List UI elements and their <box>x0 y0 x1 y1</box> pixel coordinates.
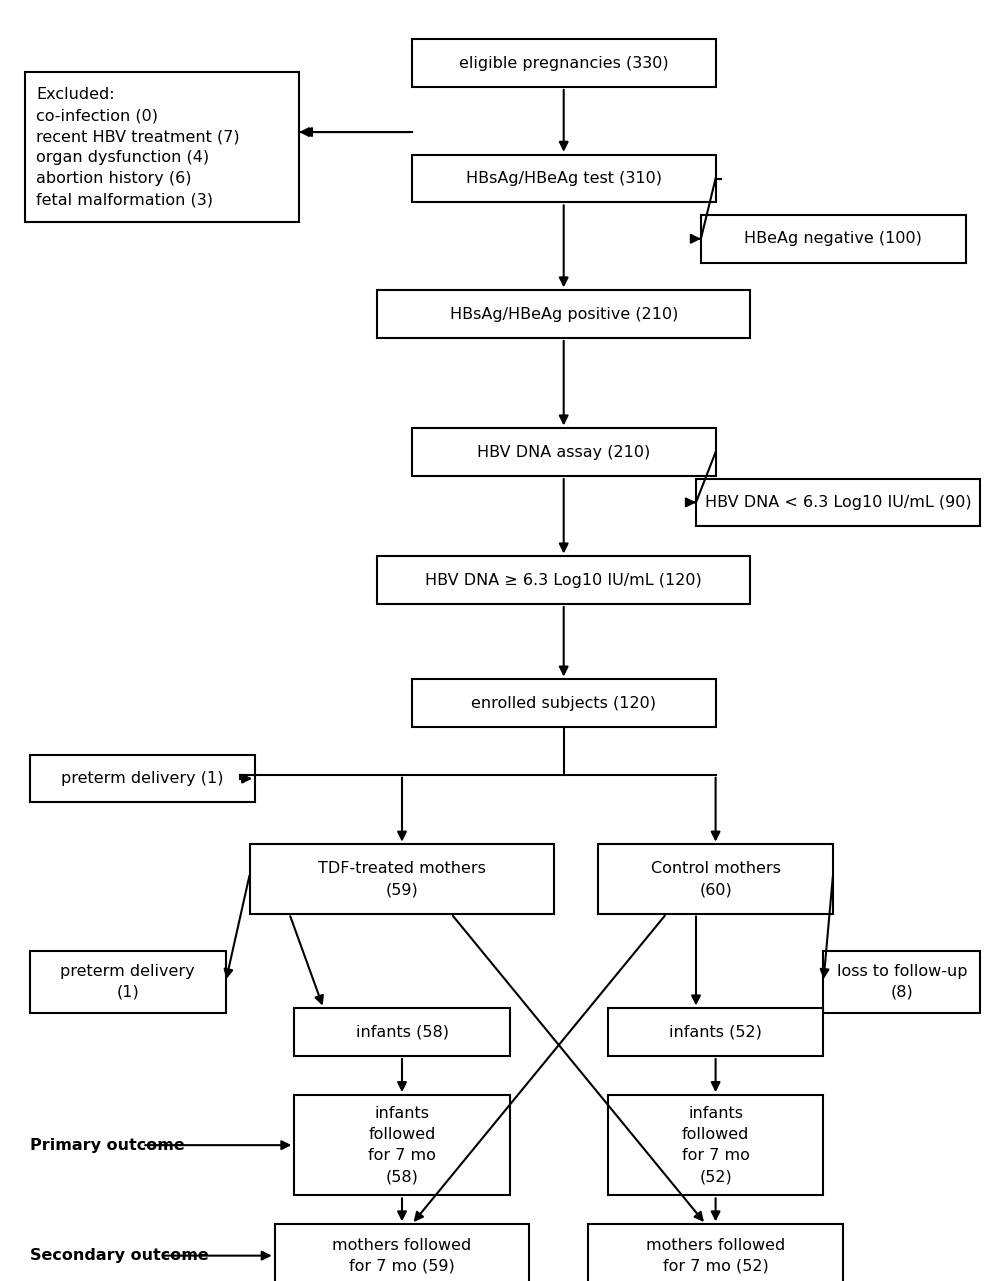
FancyBboxPatch shape <box>608 1008 823 1056</box>
Text: HBV DNA < 6.3 Log10 IU/mL (90): HBV DNA < 6.3 Log10 IU/mL (90) <box>705 494 971 510</box>
Text: preterm delivery (1): preterm delivery (1) <box>61 771 224 787</box>
FancyBboxPatch shape <box>25 72 299 223</box>
Text: HBV DNA ≥ 6.3 Log10 IU/mL (120): HBV DNA ≥ 6.3 Log10 IU/mL (120) <box>425 573 702 588</box>
Text: mothers followed
for 7 mo (52): mothers followed for 7 mo (52) <box>646 1237 785 1273</box>
FancyBboxPatch shape <box>608 1095 823 1195</box>
FancyBboxPatch shape <box>250 844 554 913</box>
Text: Secondary outcome: Secondary outcome <box>30 1248 208 1263</box>
Text: infants
followed
for 7 mo
(58): infants followed for 7 mo (58) <box>368 1107 436 1184</box>
FancyBboxPatch shape <box>412 428 716 477</box>
FancyBboxPatch shape <box>412 155 716 202</box>
Text: preterm delivery
(1): preterm delivery (1) <box>60 965 195 1000</box>
Text: TDF-treated mothers
(59): TDF-treated mothers (59) <box>318 861 486 897</box>
Text: infants
followed
for 7 mo
(52): infants followed for 7 mo (52) <box>682 1107 750 1184</box>
FancyBboxPatch shape <box>30 755 255 802</box>
Text: HBsAg/HBeAg positive (210): HBsAg/HBeAg positive (210) <box>450 306 678 322</box>
FancyBboxPatch shape <box>696 479 980 526</box>
FancyBboxPatch shape <box>412 679 716 728</box>
Text: HBV DNA assay (210): HBV DNA assay (210) <box>477 445 650 460</box>
FancyBboxPatch shape <box>377 556 750 605</box>
Text: Excluded:
co-infection (0)
recent HBV treatment (7)
organ dysfunction (4)
aborti: Excluded: co-infection (0) recent HBV tr… <box>36 87 240 208</box>
FancyBboxPatch shape <box>275 1225 529 1281</box>
FancyBboxPatch shape <box>823 951 980 1013</box>
FancyBboxPatch shape <box>30 951 226 1013</box>
Text: loss to follow-up
(8): loss to follow-up (8) <box>837 965 967 1000</box>
FancyBboxPatch shape <box>412 40 716 87</box>
Text: Control mothers
(60): Control mothers (60) <box>651 861 781 897</box>
Text: eligible pregnancies (330): eligible pregnancies (330) <box>459 55 669 70</box>
FancyBboxPatch shape <box>294 1095 510 1195</box>
Text: mothers followed
for 7 mo (59): mothers followed for 7 mo (59) <box>332 1237 472 1273</box>
Text: enrolled subjects (120): enrolled subjects (120) <box>471 696 656 711</box>
Text: Primary outcome: Primary outcome <box>30 1138 184 1153</box>
FancyBboxPatch shape <box>701 215 966 263</box>
Text: HBsAg/HBeAg test (310): HBsAg/HBeAg test (310) <box>466 172 662 186</box>
FancyBboxPatch shape <box>377 291 750 338</box>
FancyBboxPatch shape <box>588 1225 843 1281</box>
Text: infants (58): infants (58) <box>356 1025 448 1040</box>
Text: infants (52): infants (52) <box>669 1025 762 1040</box>
Text: HBeAg negative (100): HBeAg negative (100) <box>744 232 922 246</box>
FancyBboxPatch shape <box>294 1008 510 1056</box>
FancyBboxPatch shape <box>598 844 833 913</box>
